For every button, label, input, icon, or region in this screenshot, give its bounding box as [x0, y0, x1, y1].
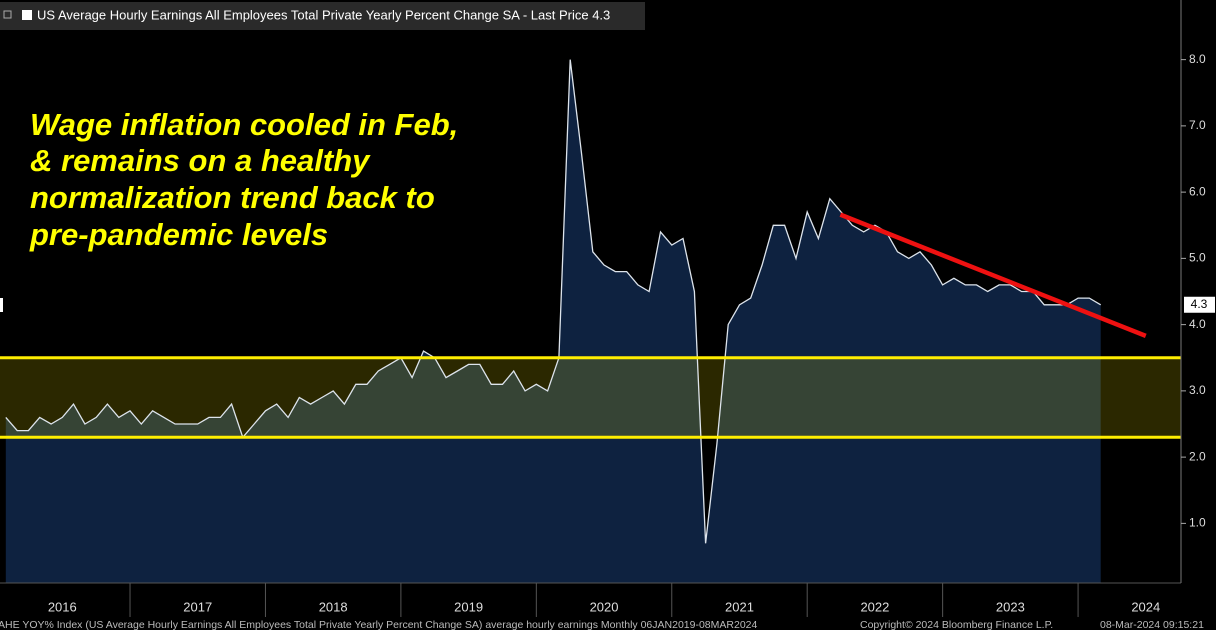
- y-tick-label: 4.0: [1189, 317, 1206, 331]
- last-price-label: 4.3: [1191, 297, 1208, 311]
- y-tick-label: 7.0: [1189, 118, 1206, 132]
- plot-area: [0, 59, 1181, 584]
- legend-swatch: [22, 10, 32, 20]
- annotation-line: pre-pandemic levels: [29, 217, 328, 252]
- area: [5, 59, 1101, 584]
- x-tick-label: 2020: [590, 599, 619, 614]
- annotation-line: normalization trend back to: [30, 180, 435, 215]
- line: [5, 59, 1102, 544]
- legend-label: US Average Hourly Earnings All Employees…: [37, 7, 610, 22]
- cursor-marker: [0, 298, 3, 312]
- footer-source: AHE YOY% Index (US Average Hourly Earnin…: [0, 619, 757, 630]
- trend-line: [839, 212, 1147, 338]
- x-tick-label: 2023: [996, 599, 1025, 614]
- annotation-line: Wage inflation cooled in Feb,: [30, 107, 458, 142]
- x-tick-label: 2019: [454, 599, 483, 614]
- y-tick-label: 8.0: [1189, 52, 1206, 66]
- x-tick-label: 2024: [1131, 599, 1160, 614]
- footer-timestamp: 08-Mar-2024 09:15:21: [1100, 619, 1204, 630]
- x-tick-label: 2021: [725, 599, 754, 614]
- x-axis: 2016 2017 2018 2019 2020 2021 2022 2023 2024: [48, 583, 1160, 617]
- annotation-line: & remains on a healthy: [30, 143, 371, 178]
- x-tick-label: 2018: [319, 599, 348, 614]
- x-tick-label: 2016: [48, 599, 77, 614]
- x-axis-band: [0, 583, 1181, 630]
- y-tick-label: 6.0: [1189, 184, 1206, 198]
- y-tick-label: 5.0: [1189, 251, 1206, 265]
- x-tick-label: 2022: [860, 599, 889, 614]
- legend-toggle[interactable]: [3, 10, 12, 19]
- footer-copyright: Copyright© 2024 Bloomberg Finance L.P.: [860, 619, 1053, 630]
- x-tick-label: 2017: [183, 599, 212, 614]
- y-tick-label: 2.0: [1189, 449, 1206, 463]
- y-axis: 1.0 2.0 3.0 4.0 5.0 6.0 7.0 8.0 4.3: [1181, 52, 1215, 530]
- y-tick-label: 3.0: [1189, 383, 1206, 397]
- last-price-box: [1184, 296, 1215, 313]
- y-tick-label: 1.0: [1189, 516, 1206, 530]
- legend-box: [0, 2, 645, 30]
- band-fill: [0, 357, 1181, 438]
